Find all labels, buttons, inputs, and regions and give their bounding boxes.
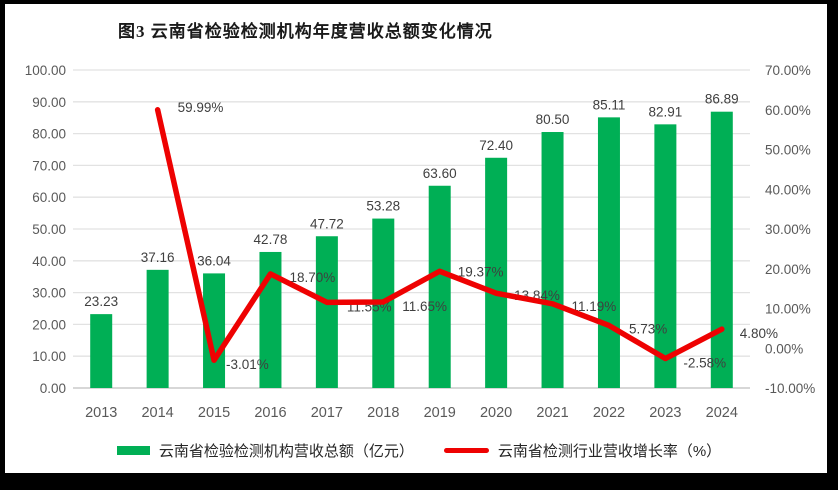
- bar-value-label: 80.50: [536, 112, 570, 127]
- growth-line-series: [154, 107, 725, 363]
- bar-2024: [710, 111, 733, 389]
- bar-value-label: 36.04: [197, 253, 231, 268]
- legend-item-revenue-bars: 云南省检验检测机构营收总额（亿元）: [116, 440, 414, 461]
- x-axis-year-label: 2013: [85, 405, 117, 421]
- left-axis-tick-label: 80.00: [32, 127, 66, 142]
- right-axis-tick-label: 50.00%: [765, 143, 811, 158]
- growth-rate-label: -3.01%: [226, 357, 269, 372]
- bar-value-label: 47.72: [310, 216, 344, 231]
- left-axis-tick-label: 100.00: [25, 63, 66, 78]
- growth-rate-label: 11.19%: [572, 299, 617, 314]
- left-axis-tick-label: 60.00: [32, 190, 66, 205]
- left-axis-tick-label: 10.00: [32, 349, 66, 364]
- left-axis-tick-label: 40.00: [32, 254, 66, 269]
- bar-value-label: 23.23: [84, 294, 118, 309]
- legend-label-growth: 云南省检测行业营收增长率（%）: [497, 443, 722, 460]
- left-axis-tick-label: 20.00: [32, 317, 66, 332]
- x-axis-year-label: 2018: [367, 405, 399, 421]
- line-series-swatch-icon: [443, 448, 489, 453]
- chart-legend: 云南省检验检测机构营收总额（亿元） 云南省检测行业营收增长率（%）: [0, 440, 838, 461]
- x-axis-year-label: 2016: [254, 405, 286, 421]
- legend-item-growth-line: 云南省检测行业营收增长率（%）: [443, 440, 722, 461]
- bar-2017: [315, 236, 338, 388]
- right-axis-tick-label: 70.00%: [765, 63, 811, 78]
- chart-image-background: [5, 4, 827, 473]
- right-axis-tick-label: -10.00%: [765, 381, 815, 396]
- bar-value-label: 86.89: [705, 92, 739, 107]
- x-axis-year-label: 2017: [311, 405, 343, 421]
- bar-value-label: 82.91: [648, 104, 682, 119]
- x-axis-year-label: 2022: [593, 405, 625, 421]
- bar-2023: [654, 124, 677, 389]
- bar-2014: [146, 269, 169, 388]
- right-axis-tick-label: 60.00%: [765, 103, 811, 118]
- x-axis-year-label: 2024: [706, 405, 738, 421]
- left-axis-tick-label: 90.00: [32, 95, 66, 110]
- right-axis-tick-label: 10.00%: [765, 302, 811, 317]
- bar-value-label: 53.28: [366, 199, 400, 214]
- bar-2015: [203, 273, 226, 388]
- bar-value-label: 63.60: [423, 166, 457, 181]
- legend-label-revenue: 云南省检验检测机构营收总额（亿元）: [158, 443, 414, 460]
- bar-2020: [485, 157, 508, 388]
- x-axis-year-label: 2020: [480, 405, 512, 421]
- growth-rate-label: 59.99%: [178, 100, 224, 115]
- left-axis-tick-label: 70.00: [32, 158, 66, 173]
- growth-rate-label: 4.80%: [740, 326, 778, 341]
- growth-rate-label: -2.58%: [683, 356, 726, 371]
- growth-rate-label: 5.73%: [629, 321, 667, 336]
- bar-series-swatch-icon: [116, 446, 150, 455]
- growth-rate-label: 11.65%: [402, 299, 447, 314]
- left-axis-tick-label: 0.00: [40, 381, 66, 396]
- bar-value-label: 72.40: [479, 138, 513, 153]
- growth-rate-label: 19.37%: [458, 264, 504, 279]
- growth-rate-label: 18.70%: [289, 270, 335, 285]
- x-axis-year-label: 2015: [198, 405, 230, 421]
- x-axis-year-label: 2021: [536, 405, 568, 421]
- bar-2022: [597, 117, 620, 389]
- right-axis-tick-label: 0.00%: [765, 341, 803, 356]
- right-axis-tick-label: 20.00%: [765, 262, 811, 277]
- right-axis-tick-label: 30.00%: [765, 222, 811, 237]
- left-axis-tick-label: 50.00: [32, 222, 66, 237]
- x-axis-year-label: 2023: [649, 405, 681, 421]
- bar-value-label: 42.78: [254, 232, 288, 247]
- bar-value-label: 85.11: [593, 97, 626, 112]
- right-axis-tick-label: 40.00%: [765, 182, 811, 197]
- left-axis-tick-label: 30.00: [32, 286, 66, 301]
- bar-2021: [541, 132, 564, 388]
- bar-2013: [90, 314, 113, 388]
- bar-value-label: 37.16: [141, 250, 175, 265]
- x-axis-year-label: 2014: [141, 405, 173, 421]
- chart-title: 图3 云南省检验检测机构年度营收总额变化情况: [118, 22, 493, 41]
- x-axis-year-label: 2019: [424, 405, 456, 421]
- bar-2019: [428, 185, 451, 388]
